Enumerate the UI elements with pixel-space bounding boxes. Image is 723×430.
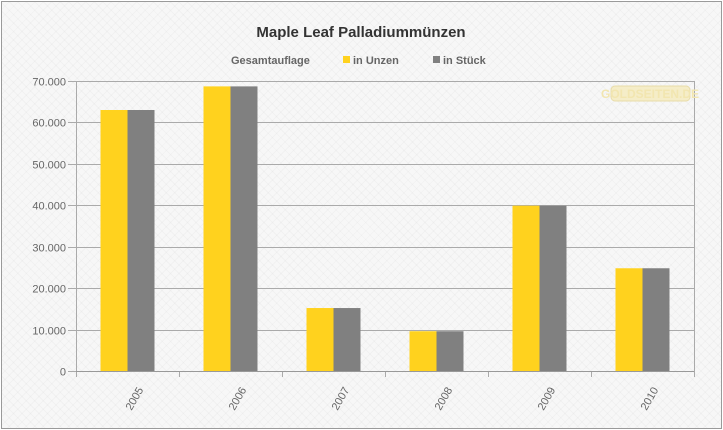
y-tick-label: 40.000	[32, 201, 66, 213]
bar-2010-unzen	[615, 268, 643, 371]
x-tick-label: 2007	[330, 385, 353, 412]
bar-2008-stueck	[436, 331, 464, 371]
x-tick-label: 2008	[433, 385, 456, 412]
y-tick-label: 60.000	[32, 118, 66, 130]
bar-2006-stueck	[230, 86, 258, 371]
y-tick-label: 70.000	[32, 77, 66, 89]
legend-swatch-unzen	[343, 56, 350, 63]
y-tick-label: 50.000	[32, 160, 66, 172]
watermark-logo	[610, 85, 691, 102]
x-tick-label: 2009	[536, 385, 559, 412]
x-tick-label: 2006	[227, 385, 250, 412]
chart-title: Maple Leaf Palladiummünzen	[256, 24, 465, 41]
y-tick-label: 0	[60, 367, 66, 379]
bar-2006-unzen	[203, 86, 231, 371]
legend-title: Gesamtauflage	[231, 55, 310, 67]
bar-2008-unzen	[409, 331, 437, 371]
bar-2005-stueck	[127, 110, 155, 371]
x-tick-label: 2010	[639, 385, 662, 412]
bar-2009-stueck	[539, 205, 567, 371]
bar-2009-unzen	[512, 205, 540, 371]
y-tick-label: 30.000	[32, 243, 66, 255]
watermark-text: GOLDSEITEN.DE	[601, 87, 699, 101]
legend-label-unzen[interactable]: in Unzen	[353, 55, 399, 67]
y-tick-label: 20.000	[32, 284, 66, 296]
legend-swatch-stueck	[433, 56, 440, 63]
bar-2007-stueck	[333, 308, 361, 371]
legend-label-stueck[interactable]: in Stück	[443, 55, 487, 67]
bar-2007-unzen	[306, 308, 334, 371]
bar-2010-stueck	[642, 268, 670, 371]
bar-2005-unzen	[100, 110, 128, 371]
y-tick-label: 10.000	[32, 326, 66, 338]
x-tick-label: 2005	[124, 385, 147, 412]
